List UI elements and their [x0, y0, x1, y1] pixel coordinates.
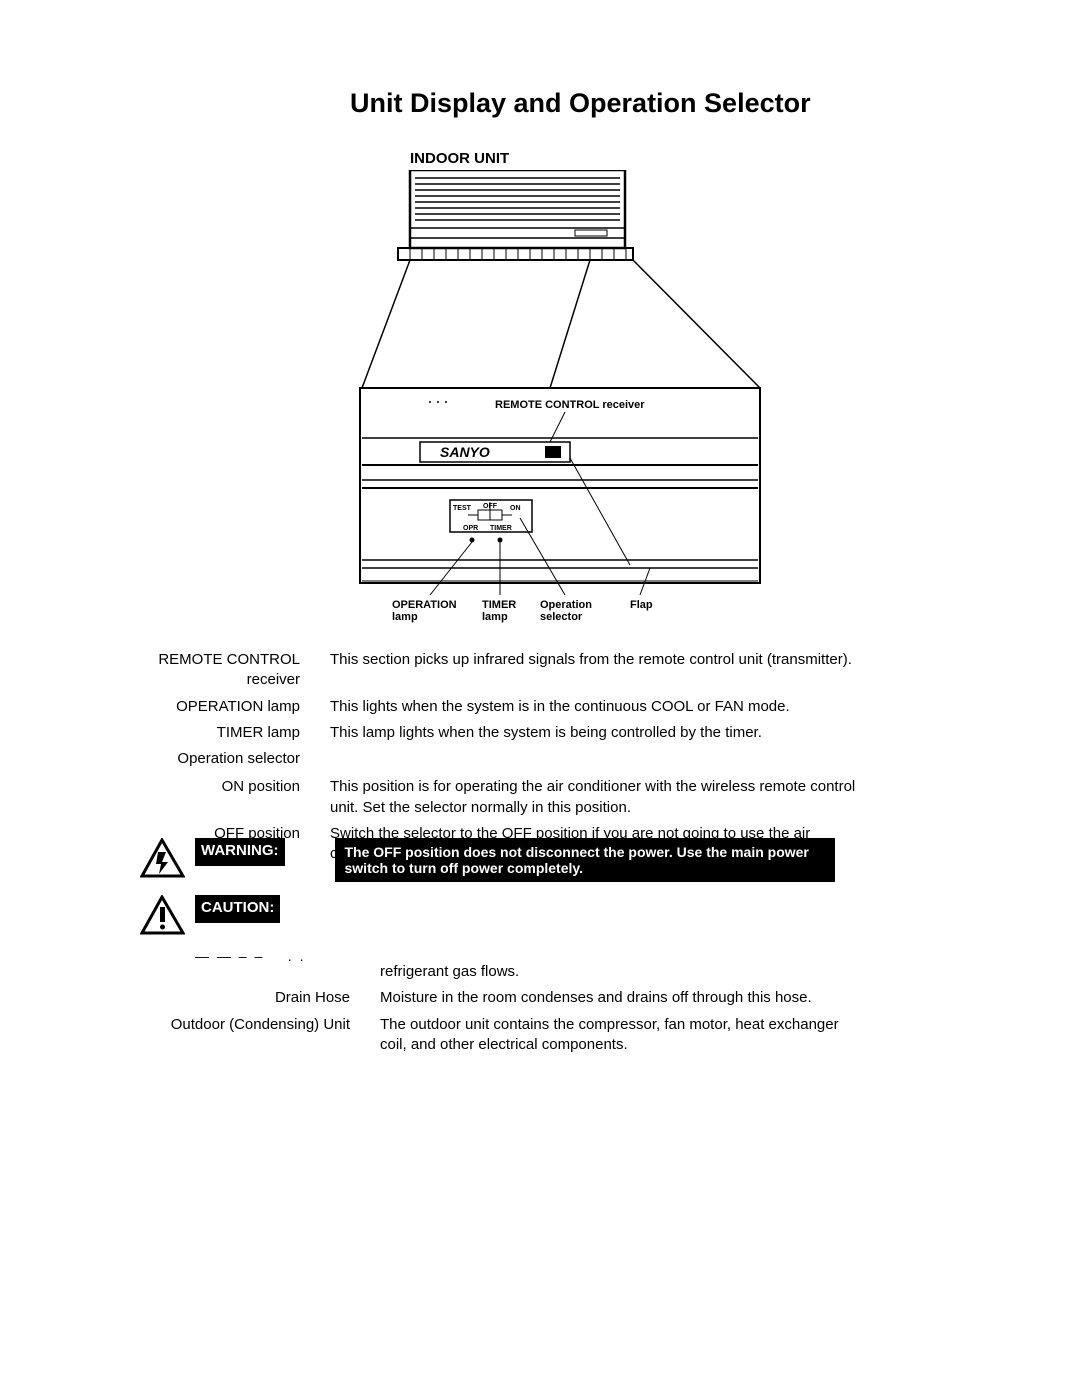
definition-desc: This section picks up infrared signals f…: [330, 650, 860, 691]
definition-term: [120, 962, 380, 982]
definition-term: ON position: [120, 777, 330, 818]
definition-row: Drain Hose Moisture in the room condense…: [120, 988, 860, 1008]
page: Unit Display and Operation Selector INDO…: [0, 0, 1080, 1397]
receiver-label: REMOTE CONTROL receiver: [495, 399, 645, 411]
warning-row: WARNING: The OFF position does not disco…: [140, 838, 860, 882]
definition-desc: This lamp lights when the system is bein…: [330, 723, 860, 743]
definition-desc: refrigerant gas flows.: [380, 962, 860, 982]
svg-text:lamp: lamp: [392, 611, 418, 623]
svg-text:Operation: Operation: [540, 599, 592, 611]
lower-definitions: refrigerant gas flows. Drain Hose Moistu…: [120, 962, 860, 1061]
definition-row: REMOTE CONTROL receiver This section pic…: [120, 650, 860, 691]
svg-text:TIMER: TIMER: [482, 599, 516, 611]
definition-row: Outdoor (Condensing) Unit The outdoor un…: [120, 1015, 860, 1056]
definition-row: refrigerant gas flows.: [120, 962, 860, 982]
indoor-unit-label: INDOOR UNIT: [410, 150, 509, 167]
definition-term: Drain Hose: [120, 988, 380, 1008]
brand-label: SANYO: [440, 444, 490, 460]
definition-term: REMOTE CONTROL receiver: [120, 650, 330, 691]
definition-row: OPERATION lamp This lights when the syst…: [120, 697, 860, 717]
caution-label: CAUTION:: [195, 895, 280, 923]
caution-row: CAUTION:: [140, 895, 280, 935]
definition-row: TIMER lamp This lamp lights when the sys…: [120, 723, 860, 743]
svg-text:OPR: OPR: [463, 525, 478, 532]
warning-icon: [140, 838, 185, 878]
page-title: Unit Display and Operation Selector: [350, 88, 811, 119]
definition-row: ON position This position is for operati…: [120, 777, 860, 818]
indoor-unit-icon: [398, 170, 633, 260]
definition-term: TIMER lamp: [120, 723, 330, 743]
definition-desc: This lights when the system is in the co…: [330, 697, 860, 717]
definition-term: OPERATION lamp: [120, 697, 330, 717]
svg-text:OPERATION: OPERATION: [392, 599, 457, 611]
warning-label: WARNING:: [195, 838, 285, 866]
svg-text:ON: ON: [510, 505, 521, 512]
caution-icon: [140, 895, 185, 935]
definition-desc: The outdoor unit contains the compressor…: [380, 1015, 860, 1056]
definition-desc: Moisture in the room condenses and drain…: [380, 988, 860, 1008]
svg-text:lamp: lamp: [482, 611, 508, 623]
svg-text:TEST: TEST: [453, 505, 472, 512]
unit-diagram: REMOTE CONTROL receiver SANYO TEST OFF O…: [350, 170, 770, 630]
definition-term: Operation selector: [120, 749, 330, 769]
warning-text: The OFF position does not disconnect the…: [335, 838, 835, 882]
definition-desc: [330, 749, 860, 769]
svg-text:TIMER: TIMER: [490, 525, 512, 532]
svg-text:selector: selector: [540, 611, 583, 623]
definition-row: Operation selector: [120, 749, 860, 769]
svg-text:Flap: Flap: [630, 599, 653, 611]
switch-panel: TEST OFF ON OPR TIMER: [450, 500, 532, 543]
definition-term: Outdoor (Condensing) Unit: [120, 1015, 380, 1056]
definition-desc: This position is for operating the air c…: [330, 777, 860, 818]
